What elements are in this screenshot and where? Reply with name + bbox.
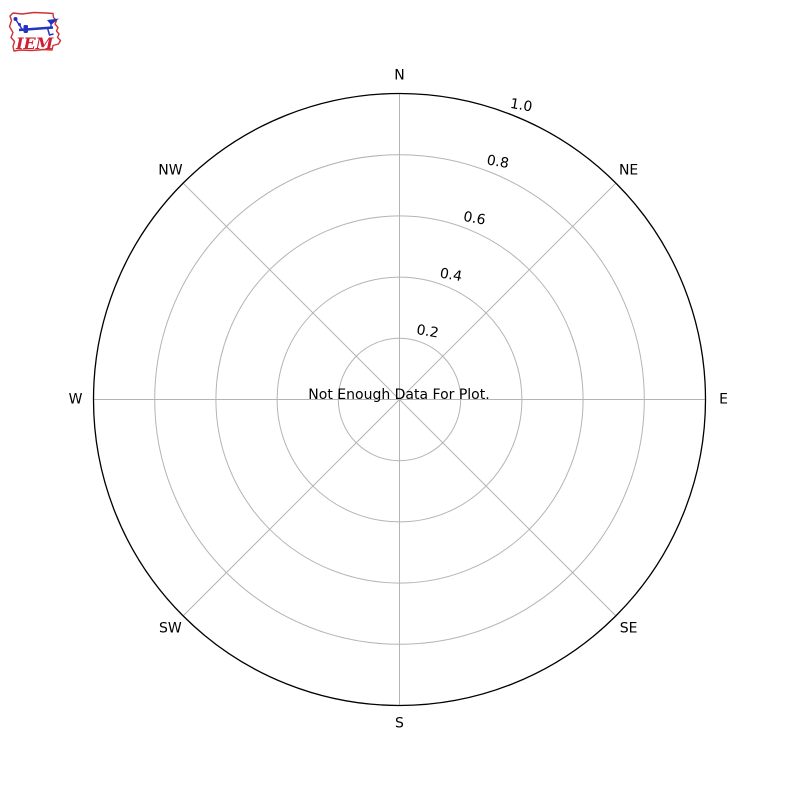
radial-tick-label-0.2: 0.2 (415, 322, 440, 342)
iem-logo: IEM (8, 11, 62, 53)
compass-label-nw: NW (158, 162, 182, 178)
grid-spoke-ne (399, 182, 617, 400)
compass-label-s: S (395, 716, 404, 732)
iem-logo-text: IEM (15, 34, 55, 53)
compass-label-e: E (719, 392, 728, 408)
compass-label-w: W (69, 392, 83, 408)
radial-tick-label-1.0: 1.0 (509, 96, 534, 116)
no-data-message: Not Enough Data For Plot. (308, 387, 490, 403)
radial-tick-label-0.4: 0.4 (439, 266, 464, 286)
compass-label-n: N (394, 68, 404, 84)
grid-spoke-sw (182, 399, 400, 617)
grid-spoke-se (399, 399, 617, 617)
radial-tick-label-0.6: 0.6 (462, 209, 487, 229)
grid-spoke-nw (182, 182, 400, 400)
outer-spine-circle (92, 92, 707, 707)
compass-label-se: SE (620, 621, 638, 637)
iowa-outline-shape (8, 11, 62, 52)
compass-label-ne: NE (619, 162, 638, 178)
weathervane-icon (13, 17, 59, 36)
radial-tick-label-0.8: 0.8 (485, 152, 510, 172)
compass-label-sw: SW (159, 621, 182, 637)
